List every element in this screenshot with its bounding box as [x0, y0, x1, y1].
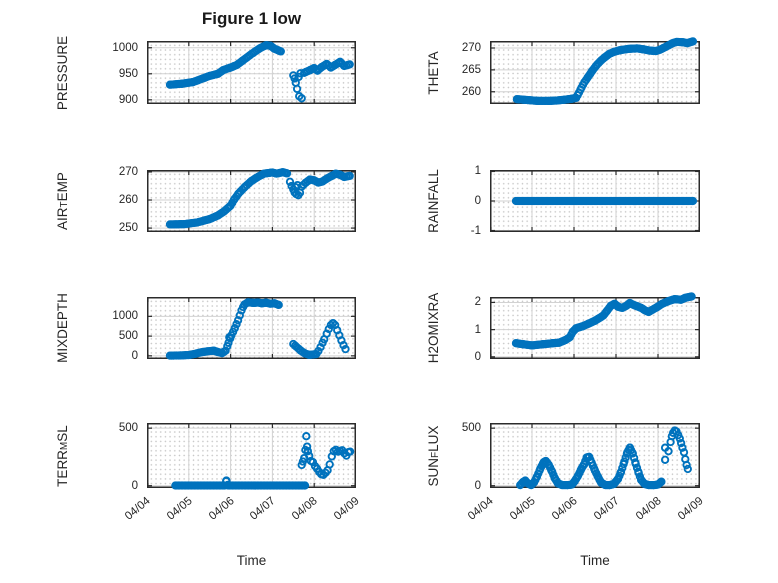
plot-canvas-h2omixra [490, 292, 700, 359]
y-tick-label: 0 [474, 479, 481, 492]
plot-area-pressure [147, 41, 356, 104]
plot-area-rainfall [490, 170, 700, 232]
series-theta [512, 37, 698, 106]
x-tick-label: 04/04 [465, 495, 496, 523]
x-axis-title-right: Time [580, 553, 610, 568]
plot-canvas-terrmsl [147, 423, 356, 490]
x-tick-label: 04/09 [331, 495, 362, 523]
plot-canvas-airtemp [147, 168, 356, 232]
x-tick-label: 04/05 [164, 495, 195, 523]
tick-marks [490, 42, 700, 103]
y-tick-label: 500 [118, 422, 138, 435]
x-tick-label: 04/07 [248, 495, 279, 523]
x-tick-label: 04/06 [549, 495, 580, 523]
y-tick-label: 500 [461, 422, 481, 435]
x-tick-label: 04/08 [290, 495, 320, 523]
major-grid [147, 297, 356, 359]
y-axis-label-subscript: F [429, 451, 441, 458]
y-tick-label: 260 [118, 194, 138, 207]
series-terrmsl [171, 432, 355, 490]
y-tick-label: 500 [118, 330, 138, 343]
axes-box [490, 423, 700, 488]
series-mixdepth [165, 298, 350, 360]
series-sunflux [516, 426, 692, 490]
x-tick-label: 04/08 [633, 495, 664, 523]
plot-canvas-theta [490, 37, 700, 106]
plot-canvas-pressure [147, 41, 356, 104]
plot-canvas-mixdepth [147, 297, 356, 360]
x-tick-label: 04/06 [206, 495, 237, 523]
axes-box [147, 297, 356, 359]
y-tick-label: 1000 [112, 41, 138, 54]
axes-box [490, 297, 700, 359]
y-tick-label: 265 [461, 63, 481, 76]
x-axis-title-left: Time [236, 553, 267, 568]
plot-area-h2omixra [490, 292, 700, 359]
major-grid [147, 41, 356, 104]
plot-area-mixdepth [147, 297, 356, 360]
plot-area-airtemp [147, 168, 356, 232]
y-tick-label: 900 [118, 93, 138, 106]
y-tick-label: 0 [131, 349, 138, 362]
y-tick-label: 0 [131, 479, 138, 492]
y-tick-label: 1 [474, 323, 481, 336]
y-axis-label-sunflux: SUN F LUX [425, 425, 441, 486]
x-tick-label: 04/04 [122, 495, 153, 523]
figure-title: Figure 1 low [201, 9, 302, 28]
tick-marks [490, 170, 700, 232]
x-tick-label: 04/05 [507, 495, 538, 523]
x-tick-label: 04/09 [675, 495, 706, 523]
y-tick-label: 0 [474, 195, 481, 207]
axes-box [490, 41, 700, 104]
y-tick-label: 260 [461, 85, 481, 98]
y-tick-label: 2 [474, 296, 481, 309]
major-grid [490, 297, 700, 359]
y-tick-label: -1 [470, 224, 481, 237]
series-airtemp [165, 168, 354, 229]
y-tick-label: 270 [461, 42, 481, 54]
tick-marks [490, 298, 700, 358]
plot-area-theta [490, 37, 700, 106]
y-axis-label-subscript: M [58, 441, 70, 450]
axes-box [490, 170, 700, 232]
series-h2omixra [511, 292, 696, 350]
y-tick-label: 250 [118, 222, 138, 235]
plot-area-sunflux [490, 423, 700, 490]
series-pressure [165, 41, 354, 103]
series-rainfall [511, 196, 698, 206]
y-axis-label-terrmsl: TERR M SL [54, 424, 70, 487]
y-tick-label: 1 [474, 165, 481, 178]
y-tick-label: 0 [474, 350, 481, 363]
y-tick-label: 950 [118, 67, 138, 80]
plot-canvas-sunflux [490, 423, 700, 490]
y-tick-label: 1000 [112, 310, 138, 323]
plot-area-terrmsl [147, 423, 356, 490]
y-tick-label: 270 [118, 165, 138, 178]
axes-box [147, 170, 356, 232]
x-tick-label: 04/07 [591, 495, 622, 523]
plot-canvas-rainfall [490, 170, 700, 232]
y-axis-label-subscript: T [58, 201, 70, 208]
tick-marks [147, 42, 356, 103]
axes-box [147, 41, 356, 104]
